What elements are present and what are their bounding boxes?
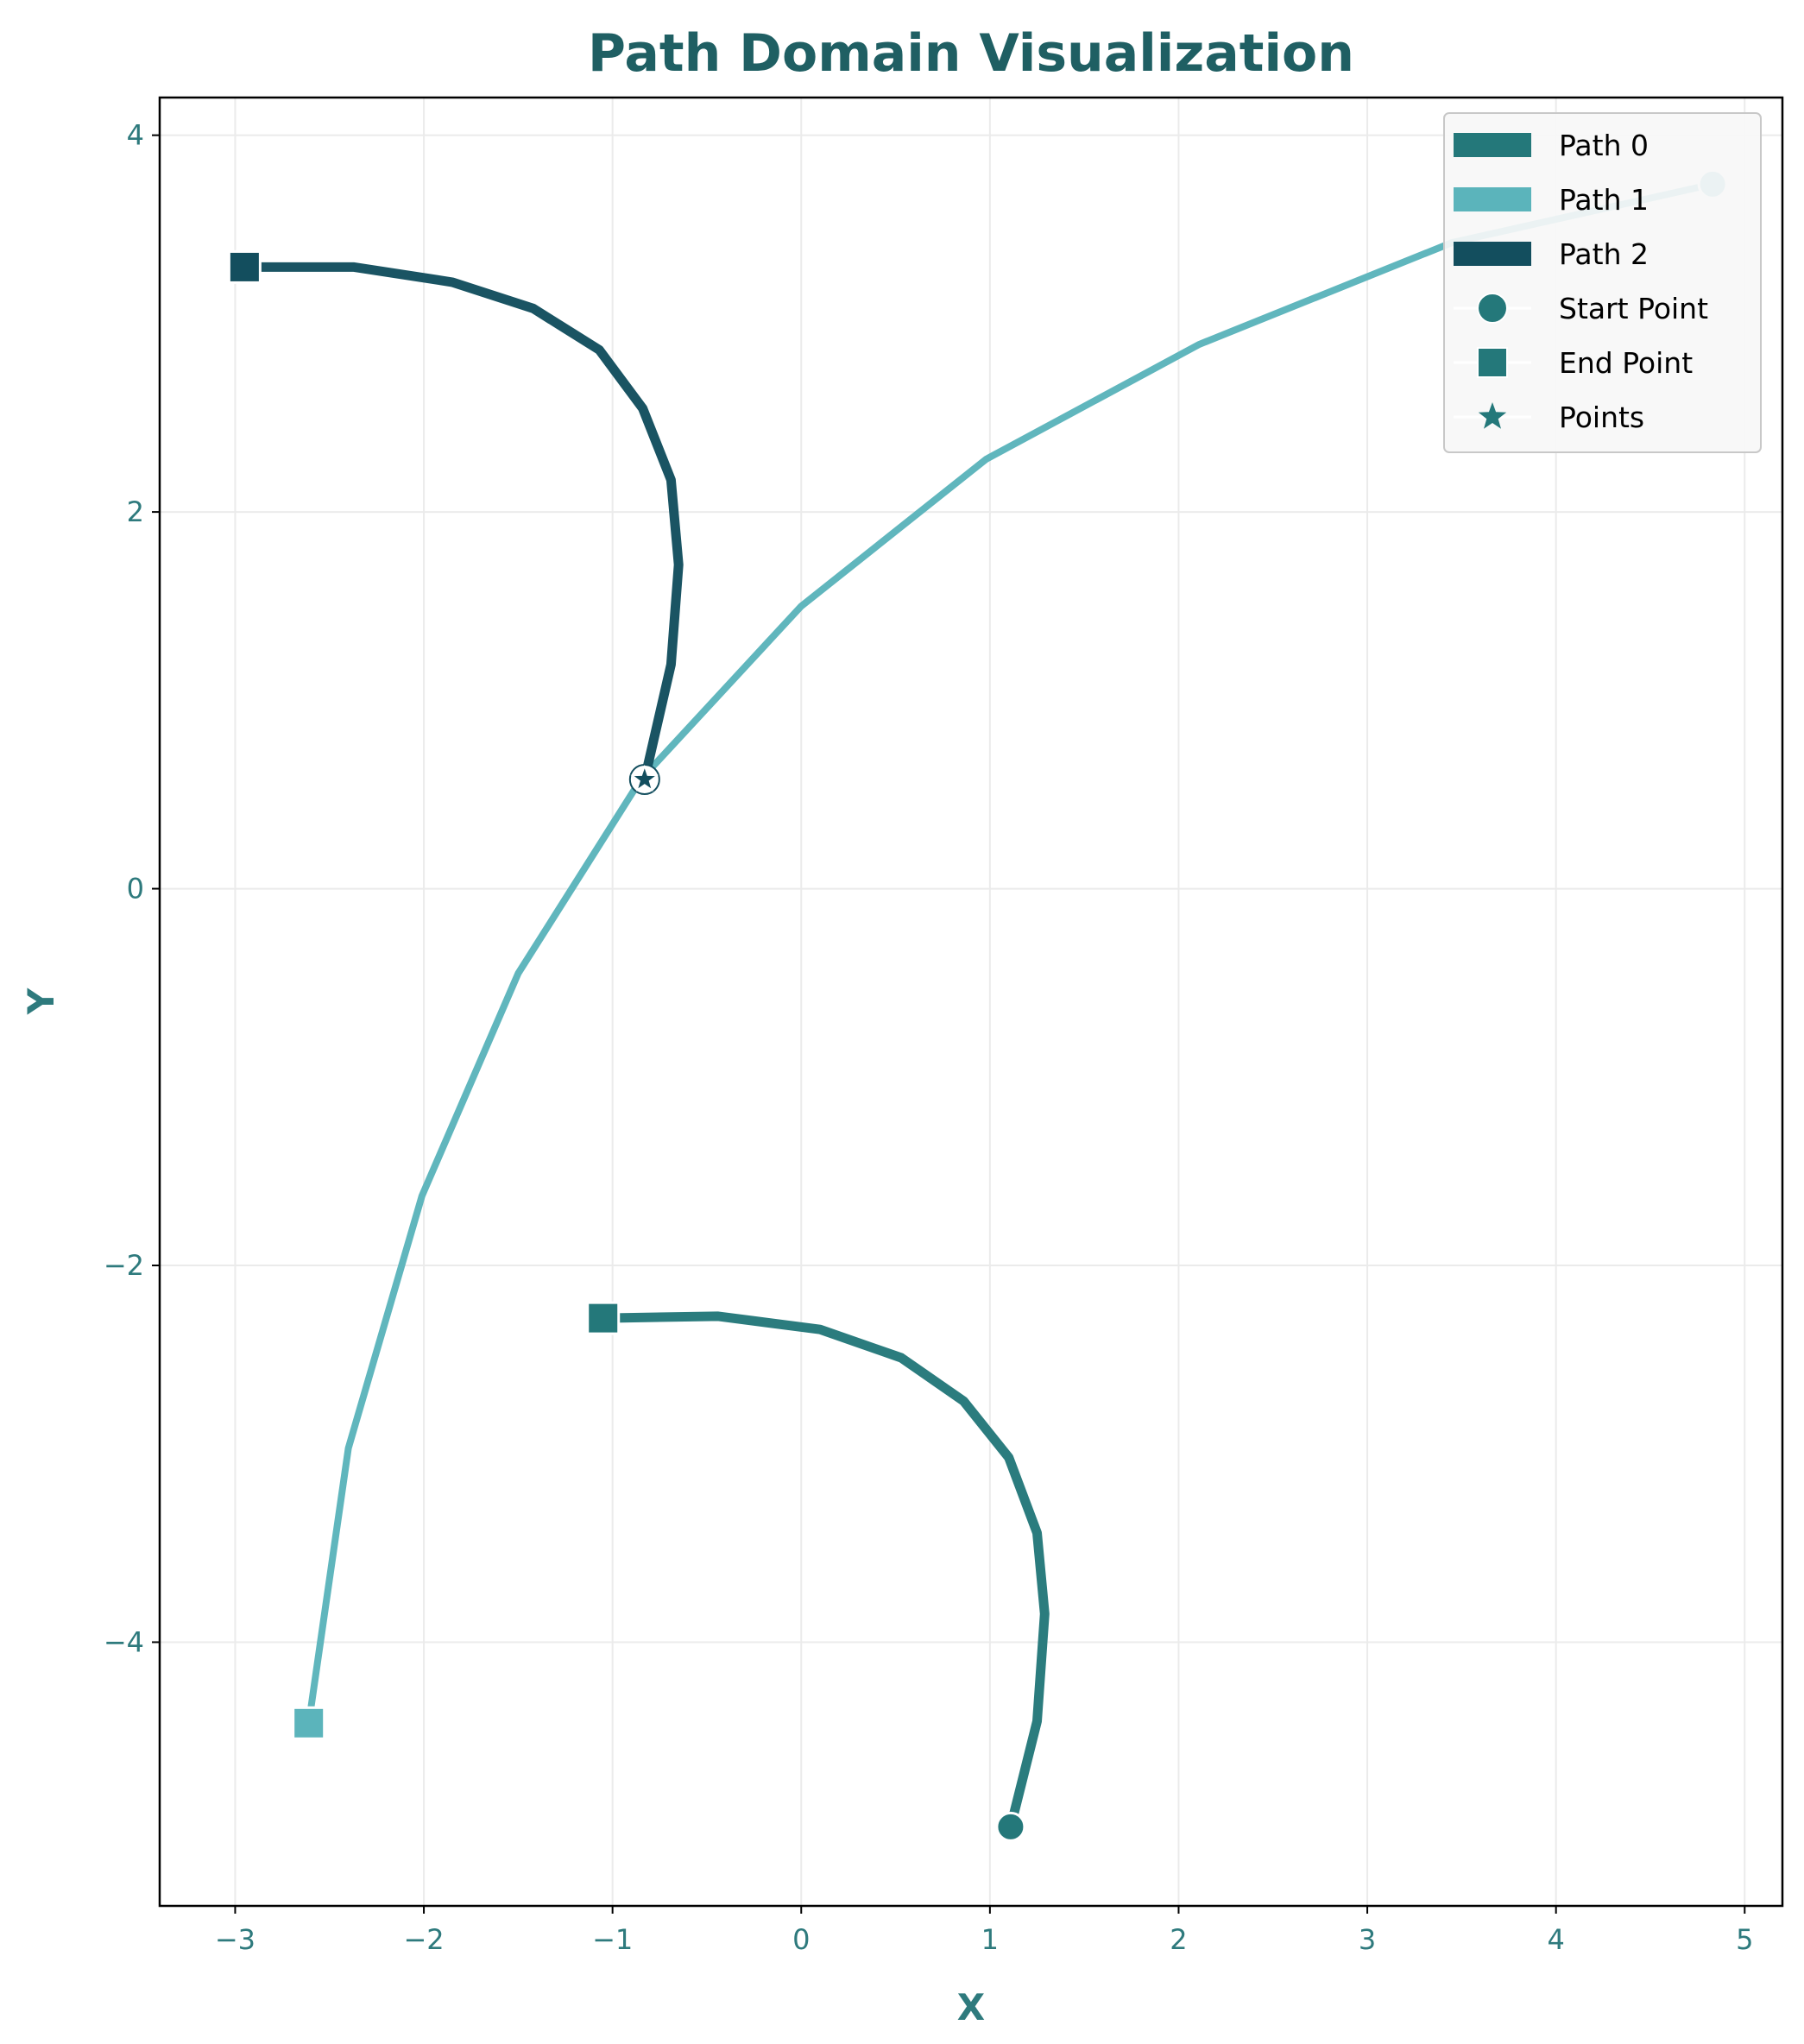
- legend-square-marker: [1477, 347, 1508, 378]
- y-tick-label: 0: [127, 873, 144, 905]
- x-tick-label: 2: [1170, 1923, 1187, 1956]
- end-point-path-0: [586, 1301, 621, 1335]
- y-tick-label: 4: [127, 119, 144, 152]
- plot-frame: [158, 96, 1784, 1908]
- chart-title: Path Domain Visualization: [588, 23, 1354, 84]
- legend-circle-marker: [1477, 293, 1508, 324]
- start-point-path-0: [995, 1811, 1026, 1842]
- end-point-path-1: [292, 1706, 326, 1740]
- x-tick-label: 4: [1547, 1923, 1564, 1956]
- legend-patch-0: [1454, 133, 1531, 157]
- x-tick-label: 1: [981, 1923, 999, 1956]
- x-tick-label: −1: [592, 1923, 633, 1956]
- x-axis-label: X: [957, 1986, 985, 2028]
- y-tick-label: 2: [127, 495, 144, 528]
- x-tick-label: −3: [215, 1923, 255, 1956]
- legend-label-0: Path 0: [1559, 129, 1649, 162]
- intersection-point-star: [630, 764, 659, 792]
- legend-patch-1: [1454, 187, 1531, 211]
- legend-label-4: End Point: [1559, 346, 1693, 380]
- axis-ticks: −3 −2 −1 0 1 2 3 4 5 −4 −2 0 2 4: [104, 119, 1754, 1956]
- end-point-path-2: [227, 249, 262, 284]
- x-tick-label: 5: [1736, 1923, 1753, 1956]
- x-tick-label: 0: [792, 1923, 810, 1956]
- y-axis-label: Y: [20, 987, 62, 1015]
- legend: Path 0 Path 1 Path 2 Start Point End Point Po…: [1443, 112, 1762, 453]
- y-tick-label: −2: [104, 1249, 144, 1282]
- x-tick-label: 3: [1359, 1923, 1376, 1956]
- legend-label-5: Points: [1559, 401, 1644, 434]
- legend-star-marker: [1478, 402, 1507, 429]
- x-tick-label: −2: [403, 1923, 444, 1956]
- y-tick-label: −4: [104, 1625, 144, 1658]
- series-line-path-0: [602, 1311, 1050, 1828]
- legend-label-2: Path 2: [1559, 237, 1649, 271]
- legend-label-3: Start Point: [1559, 292, 1708, 325]
- series-line-path-1: [305, 180, 1713, 1724]
- legend-patch-2: [1454, 242, 1531, 266]
- series-layer: [244, 180, 1713, 1828]
- legend-label-1: Path 1: [1559, 183, 1649, 217]
- series-line-path-2: [244, 262, 684, 781]
